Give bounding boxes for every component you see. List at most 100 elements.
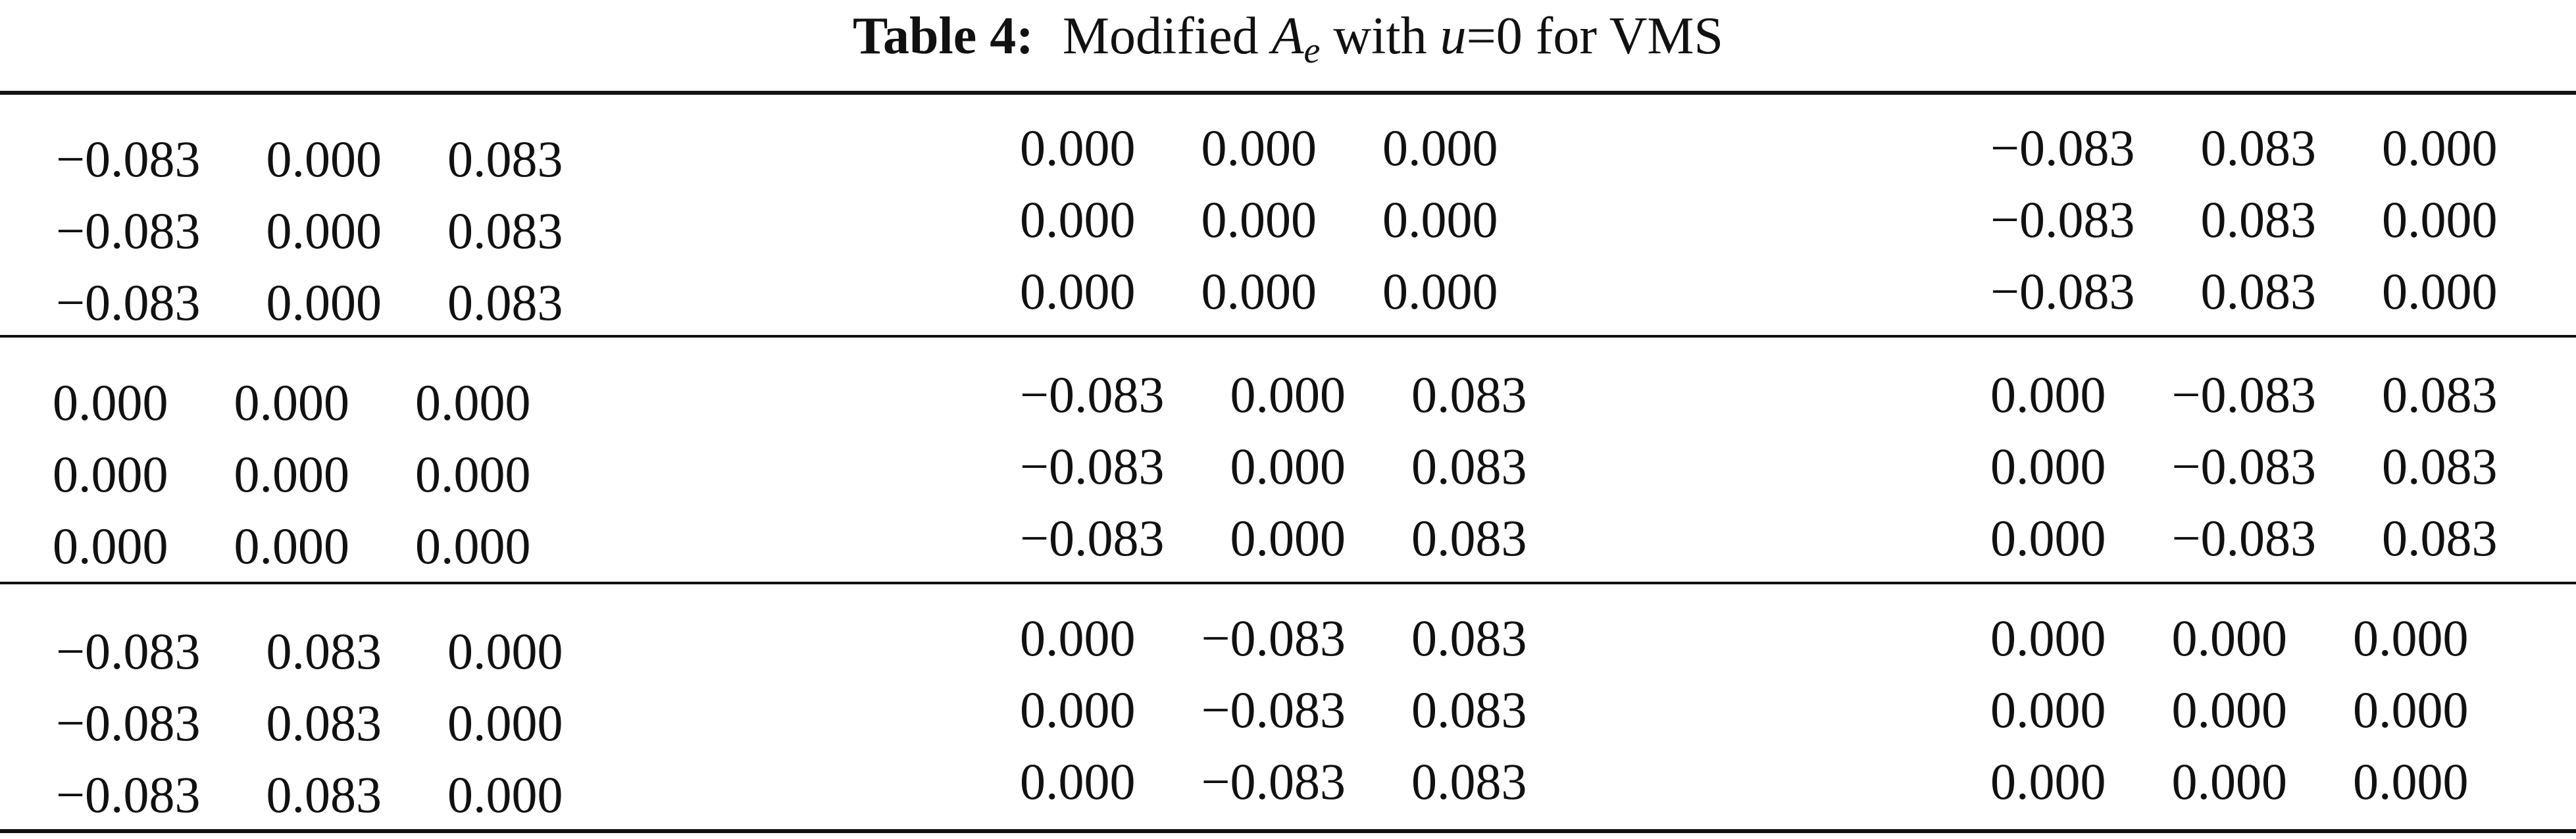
- matrix-cell: −0.083: [1201, 609, 1346, 667]
- matrix-block: −0.083 0.000 0.083 −0.083 0.000 0.083 −0.083 0.…: [1020, 359, 1527, 574]
- matrix-cell: 0.083: [1411, 753, 1527, 810]
- matrix-cell: −0.083: [56, 274, 201, 331]
- matrix-cell: 0.000: [266, 202, 382, 259]
- matrix-cell: 0.000: [415, 517, 531, 574]
- caption-suffix: for VMS: [1535, 7, 1723, 65]
- caption-text: Modified: [1062, 7, 1259, 65]
- matrix-block: 0.000 −0.083 0.083 0.000 −0.083 0.083 0.000 −0.…: [1020, 602, 1527, 817]
- matrix-cell: 0.000: [1020, 191, 1136, 248]
- matrix-cell: 0.000: [1990, 509, 2106, 567]
- matrix-cell: 0.000: [53, 374, 168, 431]
- row-rule: [0, 335, 2576, 338]
- matrix-cell: −0.083: [1020, 366, 1165, 423]
- matrix-row: 0.000 −0.083 0.083: [1020, 746, 1527, 817]
- matrix-cell: 0.000: [53, 445, 168, 503]
- caption-variable: u: [1440, 7, 1467, 65]
- row-rule: [0, 582, 2576, 584]
- matrix-block: −0.083 0.083 0.000 −0.083 0.083 0.000 −0.083 0.…: [56, 615, 563, 830]
- caption-label: Table 4:: [853, 7, 1034, 65]
- matrix-cell: 0.000: [234, 517, 350, 574]
- matrix-row: −0.083 0.000 0.083: [56, 123, 563, 195]
- matrix-row: 0.000 0.000 0.000: [53, 510, 531, 582]
- matrix-cell: 0.083: [266, 623, 382, 680]
- matrix-row: −0.083 0.000 0.083: [56, 267, 563, 338]
- bottom-rule: [0, 829, 2576, 833]
- matrix-row: −0.083 0.083 0.000: [1990, 255, 2498, 327]
- matrix-cell: 0.000: [1990, 681, 2106, 738]
- matrix-cell: 0.000: [1201, 119, 1317, 176]
- matrix-cell: 0.000: [447, 694, 563, 751]
- matrix-cell: 0.083: [2200, 191, 2317, 248]
- matrix-cell: 0.083: [1411, 366, 1527, 423]
- caption-symbol: A: [1271, 7, 1304, 65]
- matrix-block: −0.083 0.000 0.083 −0.083 0.000 0.083 −0.083 0.…: [56, 123, 563, 338]
- top-rule: [0, 91, 2576, 95]
- matrix-cell: −0.083: [1201, 681, 1346, 738]
- matrix-cell: −0.083: [56, 766, 201, 823]
- matrix-row: −0.083 0.000 0.083: [1020, 502, 1527, 574]
- matrix-row: 0.000 0.000 0.000: [1020, 184, 1498, 255]
- matrix-row: 0.000 0.000 0.000: [1020, 255, 1498, 327]
- matrix-cell: 0.000: [1201, 263, 1317, 320]
- matrix-cell: 0.000: [1201, 191, 1317, 248]
- matrix-cell: −0.083: [56, 623, 201, 680]
- matrix-cell: 0.000: [2382, 263, 2498, 320]
- matrix-cell: 0.083: [447, 274, 563, 331]
- matrix-cell: 0.000: [447, 766, 563, 823]
- matrix-cell: −0.083: [2171, 509, 2317, 567]
- matrix-cell: 0.000: [2171, 609, 2288, 667]
- matrix-cell: 0.083: [2382, 438, 2498, 495]
- matrix-row: 0.000 0.000 0.000: [1990, 746, 2469, 817]
- matrix-cell: 0.083: [2200, 263, 2317, 320]
- caption-number: 0: [1496, 7, 1523, 65]
- matrix-row: 0.000 −0.083 0.083: [1990, 359, 2498, 430]
- matrix-cell: 0.000: [266, 274, 382, 331]
- matrix-cell: 0.000: [2171, 681, 2288, 738]
- matrix-cell: −0.083: [1020, 509, 1165, 567]
- matrix-cell: 0.000: [1020, 681, 1136, 738]
- matrix-row: −0.083 0.000 0.083: [56, 195, 563, 267]
- matrix-cell: 0.083: [2200, 119, 2317, 176]
- matrix-cell: 0.000: [234, 445, 350, 503]
- matrix-cell: 0.000: [266, 130, 382, 188]
- matrix-cell: −0.083: [1201, 753, 1346, 810]
- matrix-cell: 0.000: [1020, 119, 1136, 176]
- caption-relation: =: [1466, 7, 1496, 65]
- matrix-cell: 0.083: [266, 766, 382, 823]
- matrix-cell: −0.083: [56, 694, 201, 751]
- matrix-block: −0.083 0.083 0.000 −0.083 0.083 0.000 −0.083 0.…: [1990, 112, 2498, 327]
- matrix-cell: 0.000: [2171, 753, 2288, 810]
- matrix-cell: 0.083: [447, 130, 563, 188]
- matrix-row: −0.083 0.083 0.000: [56, 759, 563, 830]
- matrix-row: 0.000 0.000 0.000: [1020, 112, 1498, 184]
- matrix-cell: 0.000: [1020, 753, 1136, 810]
- matrix-row: −0.083 0.083 0.000: [1990, 112, 2498, 184]
- matrix-cell: 0.000: [1230, 509, 1346, 567]
- matrix-cell: 0.000: [415, 374, 531, 431]
- matrix-cell: 0.000: [1020, 609, 1136, 667]
- matrix-row: 0.000 0.000 0.000: [1990, 674, 2469, 746]
- matrix-cell: −0.083: [2171, 438, 2317, 495]
- matrix-cell: 0.000: [1020, 263, 1136, 320]
- matrix-row: 0.000 −0.083 0.083: [1990, 430, 2498, 502]
- caption-subscript: e: [1303, 30, 1321, 71]
- matrix-cell: 0.000: [447, 623, 563, 680]
- matrix-cell: 0.083: [1411, 509, 1527, 567]
- matrix-cell: 0.083: [447, 202, 563, 259]
- matrix-row: −0.083 0.083 0.000: [56, 615, 563, 687]
- matrix-row: 0.000 −0.083 0.083: [1020, 602, 1527, 674]
- matrix-cell: 0.000: [234, 374, 350, 431]
- matrix-block: 0.000 0.000 0.000 0.000 0.000 0.000 0.000 0.000…: [1990, 602, 2469, 817]
- matrix-cell: 0.083: [2382, 509, 2498, 567]
- matrix-cell: −0.083: [1990, 191, 2135, 248]
- matrix-cell: 0.000: [2353, 609, 2469, 667]
- matrix-cell: 0.000: [53, 517, 168, 574]
- caption-connector: with: [1333, 7, 1427, 65]
- matrix-cell: 0.083: [1411, 681, 1527, 738]
- matrix-cell: 0.000: [2382, 119, 2498, 176]
- matrix-cell: 0.000: [1382, 119, 1498, 176]
- matrix-cell: 0.000: [1230, 438, 1346, 495]
- matrix-row: −0.083 0.000 0.083: [1020, 359, 1527, 430]
- matrix-cell: −0.083: [56, 130, 201, 188]
- matrix-block: 0.000 −0.083 0.083 0.000 −0.083 0.083 0.000 −0.…: [1990, 359, 2498, 574]
